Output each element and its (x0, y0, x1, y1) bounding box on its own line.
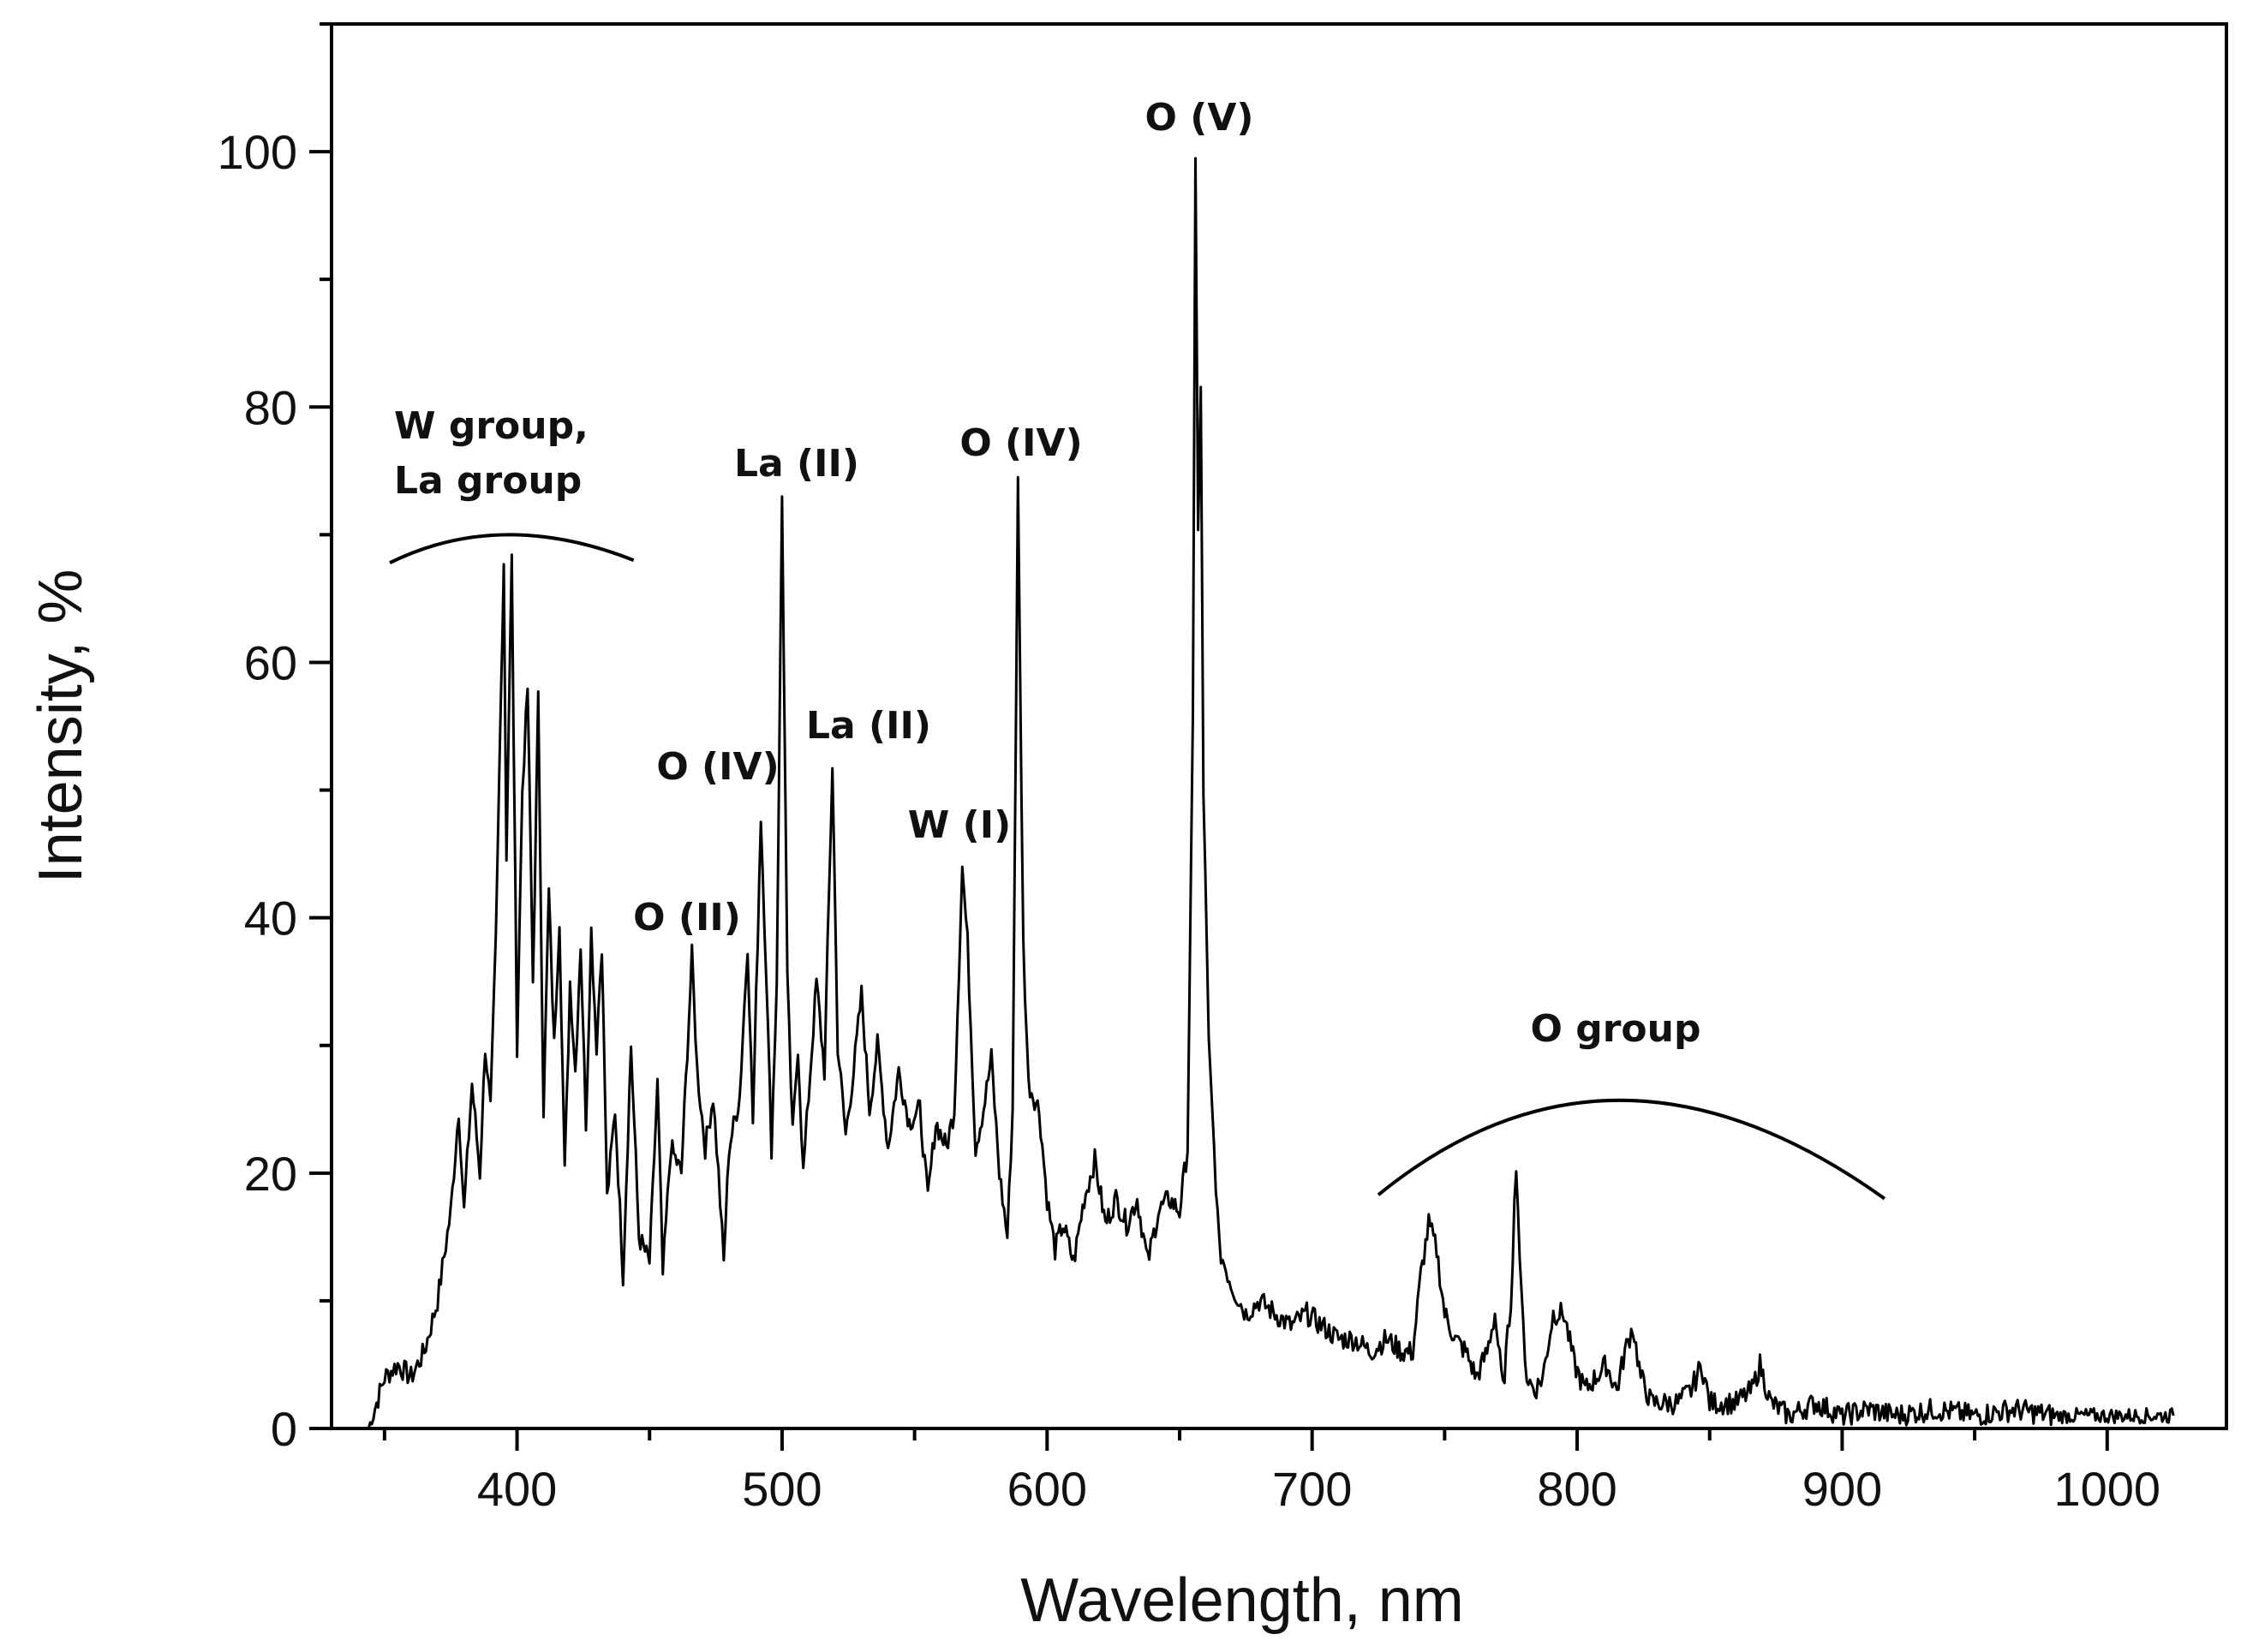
x-axis-title: Wavelength, nm (1020, 1566, 1464, 1635)
x-tick-label: 600 (1007, 1462, 1087, 1516)
annotation-la-ii-500: La (II) (734, 442, 859, 486)
y-axis-title: Intensity, % (27, 570, 95, 884)
x-tick-label: 1000 (2053, 1462, 2160, 1516)
x-tick-label: 800 (1537, 1462, 1617, 1516)
annotation-la-ii-519: La (II) (806, 704, 931, 748)
y-axis-ticks: 0 20 40 60 80 100 (218, 22, 332, 1456)
y-tick-label: 40 (244, 892, 297, 945)
plot-frame (330, 22, 2228, 1430)
o-group-arc (1377, 1098, 1886, 1201)
annotation-w-i-568: W (I) (908, 803, 1011, 847)
w-la-group-arc (389, 533, 635, 564)
annotation-o-v-656: O (V) (1145, 96, 1254, 140)
annotation-o-ii-466: O (II) (633, 896, 741, 939)
x-tick-label: 900 (1802, 1462, 1882, 1516)
annotation-o-iv-492: O (IV) (656, 745, 779, 789)
y-tick-label: 60 (244, 635, 297, 689)
x-tick-label: 400 (477, 1462, 557, 1516)
x-axis-ticks: 400 500 600 700 800 900 1000 (382, 1428, 2160, 1516)
y-tick-label: 0 (271, 1402, 297, 1456)
annotation-o-group: O group (1531, 1007, 1701, 1051)
y-tick-label: 100 (218, 125, 297, 179)
annotation-o-iv-589: O (IV) (959, 421, 1082, 465)
y-tick-label: 80 (244, 380, 297, 434)
annotation-la-group: La group (394, 459, 582, 503)
spectrum-line (367, 157, 2175, 1429)
y-tick-label: 20 (244, 1147, 297, 1201)
x-tick-label: 700 (1272, 1462, 1352, 1516)
annotation-w-group: W group, (394, 404, 589, 448)
x-tick-label: 500 (742, 1462, 822, 1516)
